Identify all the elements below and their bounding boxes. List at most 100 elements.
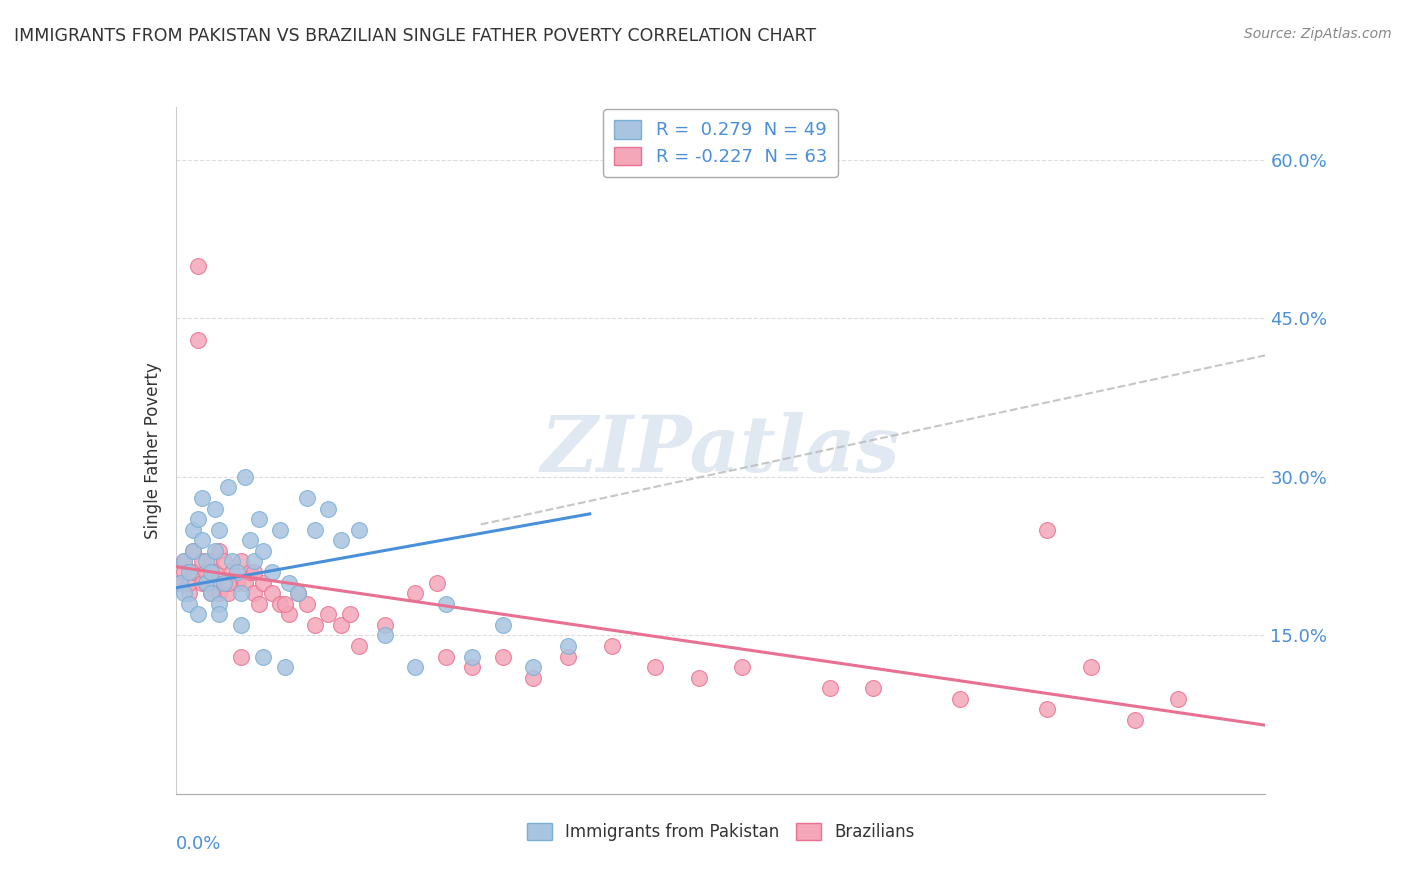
Point	[347, 639, 370, 653]
Point	[287, 586, 309, 600]
Text: Source: ZipAtlas.com: Source: ZipAtlas.com	[1244, 27, 1392, 41]
Point	[339, 607, 361, 622]
Point	[260, 586, 283, 600]
Point	[1123, 713, 1146, 727]
Text: IMMIGRANTS FROM PAKISTAN VS BRAZILIAN SINGLE FATHER POVERTY CORRELATION CHART: IMMIGRANTS FROM PAKISTAN VS BRAZILIAN SI…	[14, 27, 817, 45]
Point	[278, 575, 301, 590]
Point	[221, 554, 243, 568]
Point	[557, 639, 579, 653]
Point	[557, 649, 579, 664]
Point	[191, 533, 214, 548]
Point	[181, 523, 204, 537]
Point	[208, 586, 231, 600]
Point	[252, 544, 274, 558]
Point	[295, 597, 318, 611]
Point	[235, 575, 257, 590]
Point	[191, 554, 214, 568]
Point	[191, 575, 214, 590]
Point	[181, 565, 204, 579]
Point	[186, 607, 209, 622]
Point	[330, 617, 353, 632]
Point	[204, 575, 226, 590]
Text: ZIPatlas: ZIPatlas	[541, 412, 900, 489]
Point	[225, 565, 247, 579]
Point	[492, 617, 515, 632]
Point	[1080, 660, 1102, 674]
Point	[181, 544, 204, 558]
Point	[461, 660, 484, 674]
Point	[949, 691, 972, 706]
Point	[278, 607, 301, 622]
Point	[405, 660, 427, 674]
Point	[434, 597, 457, 611]
Point	[169, 575, 191, 590]
Point	[195, 565, 218, 579]
Point	[862, 681, 884, 696]
Point	[186, 259, 209, 273]
Point	[231, 586, 253, 600]
Point	[374, 628, 396, 642]
Point	[247, 597, 270, 611]
Point	[195, 554, 218, 568]
Point	[274, 597, 297, 611]
Point	[426, 575, 449, 590]
Point	[212, 575, 235, 590]
Point	[247, 512, 270, 526]
Point	[269, 597, 291, 611]
Point	[186, 512, 209, 526]
Point	[204, 565, 226, 579]
Point	[204, 544, 226, 558]
Point	[295, 491, 318, 505]
Point	[287, 586, 309, 600]
Point	[374, 617, 396, 632]
Point	[239, 565, 262, 579]
Point	[204, 501, 226, 516]
Point	[492, 649, 515, 664]
Point	[225, 575, 247, 590]
Point	[405, 586, 427, 600]
Point	[434, 649, 457, 664]
Point	[191, 491, 214, 505]
Point	[318, 607, 340, 622]
Point	[181, 544, 204, 558]
Point	[200, 554, 222, 568]
Legend: Immigrants from Pakistan, Brazilians: Immigrants from Pakistan, Brazilians	[520, 816, 921, 847]
Point	[600, 639, 623, 653]
Point	[231, 617, 253, 632]
Point	[330, 533, 353, 548]
Point	[217, 586, 239, 600]
Y-axis label: Single Father Poverty: Single Father Poverty	[143, 362, 162, 539]
Point	[195, 575, 218, 590]
Point	[177, 575, 200, 590]
Point	[818, 681, 841, 696]
Point	[252, 649, 274, 664]
Text: 0.0%: 0.0%	[176, 835, 221, 853]
Point	[269, 523, 291, 537]
Point	[304, 523, 326, 537]
Point	[186, 333, 209, 347]
Point	[177, 597, 200, 611]
Point	[173, 554, 195, 568]
Point	[208, 607, 231, 622]
Point	[252, 575, 274, 590]
Point	[173, 586, 195, 600]
Point	[243, 586, 266, 600]
Point	[173, 565, 195, 579]
Point	[235, 470, 257, 484]
Point	[200, 586, 222, 600]
Point	[347, 523, 370, 537]
Point	[200, 586, 222, 600]
Point	[243, 565, 266, 579]
Point	[212, 554, 235, 568]
Point	[217, 480, 239, 494]
Point	[461, 649, 484, 664]
Point	[177, 586, 200, 600]
Point	[644, 660, 666, 674]
Point	[688, 671, 710, 685]
Point	[1036, 523, 1059, 537]
Point	[274, 660, 297, 674]
Point	[177, 565, 200, 579]
Point	[208, 523, 231, 537]
Point	[304, 617, 326, 632]
Point	[208, 597, 231, 611]
